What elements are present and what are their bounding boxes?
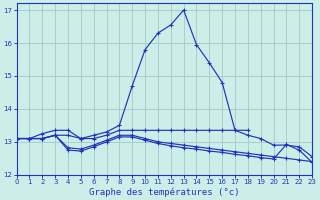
X-axis label: Graphe des températures (°c): Graphe des températures (°c)	[89, 187, 240, 197]
